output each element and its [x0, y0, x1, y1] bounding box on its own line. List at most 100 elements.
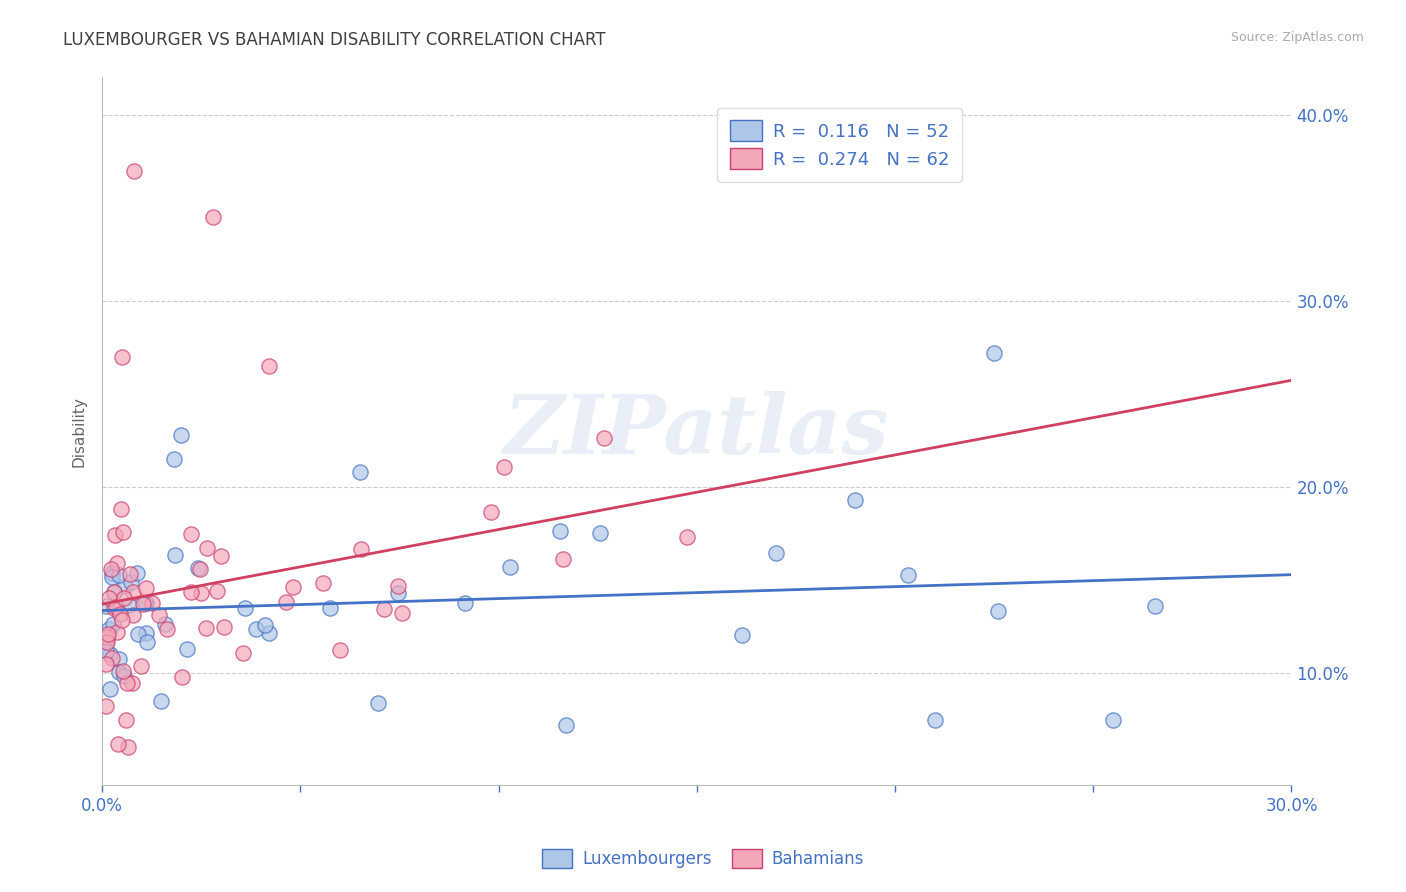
- Point: [188, 562, 211, 576]
- Point: [100, 562, 122, 576]
- Point: [350, 542, 373, 557]
- Point: [104, 528, 127, 542]
- Point: [253, 618, 276, 632]
- Point: [98, 682, 121, 697]
- Point: [498, 560, 520, 574]
- Point: [108, 607, 131, 622]
- Point: [148, 607, 170, 622]
- Point: [121, 608, 143, 623]
- Point: [117, 739, 139, 754]
- Point: [765, 546, 787, 560]
- Point: [554, 718, 576, 732]
- Point: [187, 561, 209, 575]
- Point: [1102, 713, 1125, 727]
- Point: [135, 596, 157, 610]
- Point: [96, 635, 118, 649]
- Point: [127, 627, 149, 641]
- Text: LUXEMBOURGER VS BAHAMIAN DISABILITY CORRELATION CHART: LUXEMBOURGER VS BAHAMIAN DISABILITY CORR…: [63, 31, 606, 49]
- Point: [103, 601, 125, 615]
- Point: [209, 549, 232, 563]
- Point: [135, 581, 157, 595]
- Point: [121, 584, 143, 599]
- Point: [180, 526, 202, 541]
- Text: ZIPatlas: ZIPatlas: [505, 391, 890, 471]
- Point: [98, 647, 121, 661]
- Point: [111, 664, 134, 678]
- Point: [129, 658, 152, 673]
- Point: [548, 524, 571, 538]
- Point: [107, 665, 129, 679]
- Point: [205, 583, 228, 598]
- Point: [108, 652, 131, 666]
- Text: Source: ZipAtlas.com: Source: ZipAtlas.com: [1230, 31, 1364, 45]
- Point: [257, 359, 280, 373]
- Point: [125, 566, 148, 580]
- Point: [120, 575, 142, 590]
- Point: [180, 585, 202, 599]
- Point: [110, 501, 132, 516]
- Legend: R =  0.116   N = 52, R =  0.274   N = 62: R = 0.116 N = 52, R = 0.274 N = 62: [717, 108, 962, 182]
- Point: [120, 566, 142, 581]
- Point: [373, 602, 395, 616]
- Point: [122, 163, 145, 178]
- Point: [844, 493, 866, 508]
- Point: [202, 210, 225, 224]
- Point: [100, 566, 122, 580]
- Point: [257, 625, 280, 640]
- Point: [367, 696, 389, 710]
- Point: [593, 431, 616, 445]
- Point: [274, 595, 297, 609]
- Point: [676, 531, 699, 545]
- Point: [195, 541, 218, 555]
- Point: [96, 635, 118, 649]
- Point: [114, 579, 136, 593]
- Point: [245, 622, 267, 636]
- Point: [195, 621, 218, 635]
- Point: [312, 576, 335, 591]
- Point: [100, 651, 122, 665]
- Point: [176, 642, 198, 657]
- Point: [149, 694, 172, 708]
- Point: [589, 526, 612, 541]
- Point: [387, 578, 409, 592]
- Point: [281, 580, 304, 594]
- Point: [111, 524, 134, 539]
- Point: [98, 623, 121, 637]
- Y-axis label: Disability: Disability: [72, 396, 86, 467]
- Point: [232, 646, 254, 660]
- Point: [111, 613, 134, 627]
- Point: [132, 597, 155, 611]
- Point: [1143, 599, 1166, 613]
- Point: [97, 627, 120, 641]
- Point: [111, 350, 134, 364]
- Point: [391, 606, 413, 620]
- Point: [494, 460, 516, 475]
- Point: [349, 465, 371, 479]
- Point: [190, 586, 212, 600]
- Point: [731, 627, 754, 641]
- Legend: Luxembourgers, Bahamians: Luxembourgers, Bahamians: [536, 843, 870, 875]
- Point: [162, 452, 184, 467]
- Point: [112, 591, 135, 606]
- Point: [165, 548, 187, 562]
- Point: [96, 699, 118, 714]
- Point: [987, 604, 1010, 618]
- Point: [212, 620, 235, 634]
- Point: [329, 642, 352, 657]
- Point: [551, 552, 574, 566]
- Point: [115, 713, 138, 727]
- Point: [103, 585, 125, 599]
- Point: [924, 713, 946, 727]
- Point: [235, 600, 257, 615]
- Point: [134, 595, 156, 609]
- Point: [153, 617, 176, 632]
- Point: [135, 626, 157, 640]
- Point: [101, 570, 124, 584]
- Point: [983, 346, 1005, 360]
- Point: [319, 601, 342, 615]
- Point: [96, 630, 118, 644]
- Point: [115, 676, 138, 690]
- Point: [479, 505, 502, 519]
- Point: [101, 616, 124, 631]
- Point: [107, 737, 129, 751]
